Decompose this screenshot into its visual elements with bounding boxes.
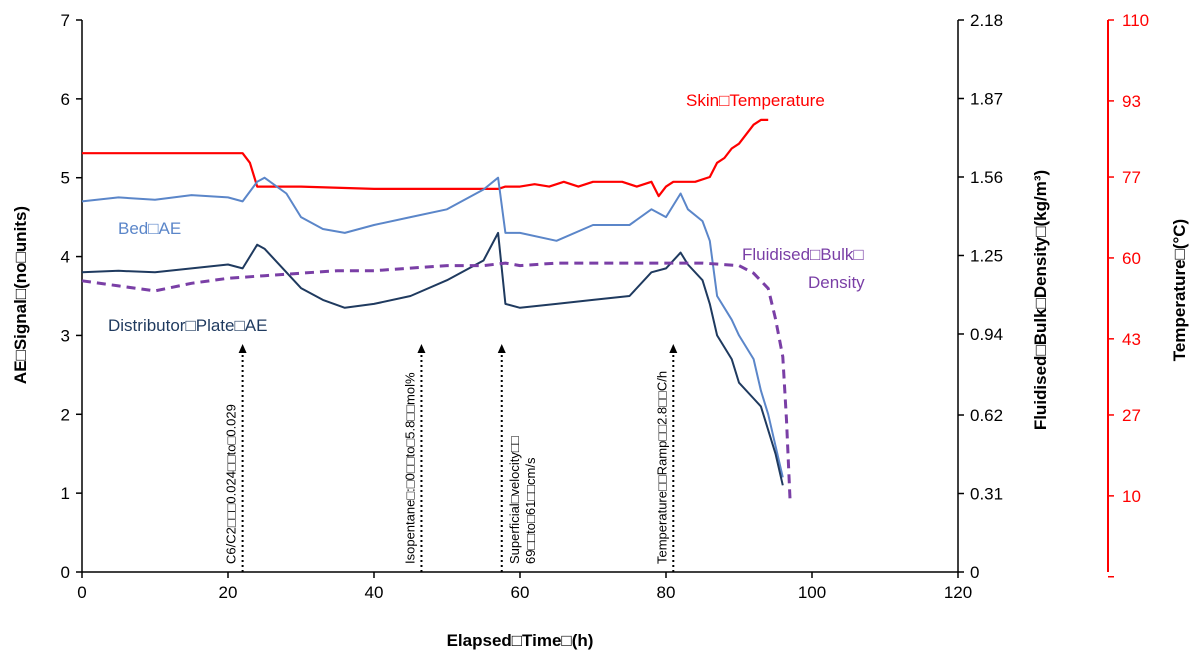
annotation-arrowhead	[238, 344, 247, 353]
x-tick-label: 80	[657, 583, 676, 602]
y-right2-tick-label: 43	[1122, 330, 1141, 349]
y-left-tick-label: 4	[61, 248, 70, 267]
y-left-tick-label: 5	[61, 169, 70, 188]
annotation-label: C6/C2□□□0.024□□to□0.029	[224, 404, 239, 564]
y-right1-tick-label: 1.87	[970, 89, 1003, 108]
y-left-tick-label: 7	[61, 11, 70, 30]
x-tick-label: 60	[511, 583, 530, 602]
y-left-tick-label: 6	[61, 90, 70, 109]
series-label-bed-ae: Bed□AE	[118, 219, 181, 238]
y-axis-title-left: AE□Signal□(no□units)	[11, 206, 30, 384]
series-label-bulk-density-line1: Fluidised□Bulk□	[742, 245, 864, 264]
series-labels: Skin□Temperature Bed□AE Distributor□Plat…	[108, 91, 865, 335]
y-right1-tick-label: 0.94	[970, 325, 1003, 344]
series-line-distributor-ae	[81, 231, 784, 486]
y-left-tick-label: 3	[61, 326, 70, 345]
annotation-arrowhead	[417, 344, 426, 353]
y-axis-title-right1: Fluidised□Bulk□Density□(kg/m³)	[1031, 170, 1050, 430]
annotation-arrowhead	[497, 344, 506, 353]
annotation-label: Temperature□□Ramp□□2.8□□C/h	[654, 371, 669, 564]
y-right2-tick-label: 77	[1122, 168, 1141, 187]
annotation-label-line1: Superficial□velocity□□	[507, 436, 522, 564]
y-right1-tick-label: 0.31	[970, 485, 1003, 504]
y-right1-tick-label: 2.18	[970, 11, 1003, 30]
x-tick-label: 120	[944, 583, 972, 602]
y-axis-title-right2: Temperature□(°C)	[1170, 219, 1189, 361]
annotations: C6/C2□□□0.024□□to□0.029 Isopentane□:□0□□t…	[224, 344, 678, 572]
series-lines	[81, 118, 792, 502]
series-line-bulk-density	[81, 261, 792, 502]
x-tick-label: 0	[77, 583, 86, 602]
y-right1-tick-label: 1.56	[970, 168, 1003, 187]
x-tick-label: 40	[365, 583, 384, 602]
x-tick-label: 100	[798, 583, 826, 602]
x-axis-title: Elapsed□Time□(h)	[447, 631, 594, 650]
y-right1-tick-label: 0.62	[970, 406, 1003, 425]
y-right1-tick-label: 1.25	[970, 246, 1003, 265]
y-left-tick-label: 1	[61, 484, 70, 503]
x-tick-label: 20	[219, 583, 238, 602]
annotation-label: Isopentane□:□0□□to□5.8□□mol%	[402, 372, 417, 564]
axis-titles: Elapsed□Time□(h) AE□Signal□(no□units) Fl…	[11, 170, 1189, 650]
ticks: 0 20 40 60 80 100 1200123456700.310.620.941.25…	[61, 11, 1150, 602]
series-label-distributor-ae: Distributor□Plate□AE	[108, 316, 267, 335]
annotation-arrowhead	[669, 344, 678, 353]
series-line-skin-temperature	[82, 118, 769, 198]
y-right2-tick-label: 110	[1122, 11, 1149, 30]
y-right2-tick-label: 93	[1122, 92, 1141, 111]
series-label-bulk-density-line2: Density	[808, 273, 865, 292]
y-right2-tick-label: 10	[1122, 487, 1141, 506]
series-line-bed-ae	[81, 176, 784, 478]
annotation-label-line2: 69□□to□61□□cm/s	[523, 457, 538, 564]
y-right2-tick-label: 60	[1122, 249, 1141, 268]
y-left-tick-label: 2	[61, 405, 70, 424]
series-label-skin-temperature: Skin□Temperature	[686, 91, 825, 110]
y-right1-tick-label: 0	[970, 563, 979, 582]
y-left-tick-label: 0	[61, 563, 70, 582]
y-right2-tick-label: 27	[1122, 406, 1141, 425]
